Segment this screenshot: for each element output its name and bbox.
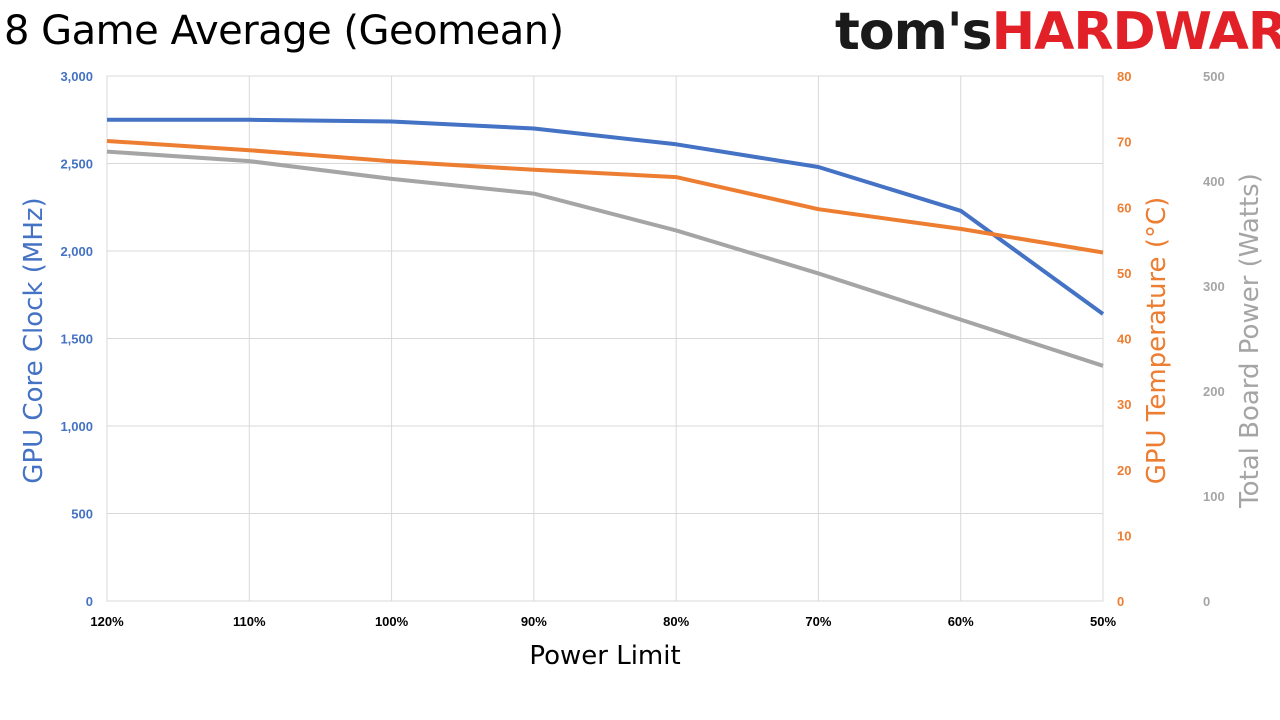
power-tick-label: 400	[1203, 174, 1225, 189]
temp-tick-label: 20	[1117, 463, 1131, 478]
temp-axis-title: GPU Temperature (°C)	[1142, 197, 1172, 485]
temp-tick-label: 40	[1117, 332, 1131, 347]
left-tick-label: 2,000	[60, 244, 93, 259]
axis-titles: Power Limit GPU Core Clock (MHz) GPU Tempe…	[19, 173, 1265, 671]
series-line-right2	[106, 149, 1104, 368]
temp-tick-label: 70	[1117, 135, 1131, 150]
power-axis-title: Total Board Power (Watts)	[1235, 173, 1265, 509]
logo-part-toms: tom's	[835, 2, 993, 62]
left-tick-label: 500	[71, 507, 93, 522]
left-axis-title: GPU Core Clock (MHz)	[19, 197, 49, 483]
temp-tick-label: 80	[1117, 69, 1131, 84]
left-tick-label: 0	[86, 594, 93, 609]
power-tick-label: 300	[1203, 279, 1225, 294]
temp-tick-label: 60	[1117, 200, 1131, 215]
series-line-right1	[106, 139, 1104, 255]
x-tick-label: 110%	[233, 614, 266, 629]
series-lines	[106, 117, 1105, 368]
power-tick-label: 200	[1203, 384, 1225, 399]
power-tick-label: 100	[1203, 489, 1225, 504]
left-tick-label: 1,500	[60, 332, 93, 347]
x-tick-label: 60%	[948, 614, 974, 629]
chart-title: 8 Game Average (Geomean)	[4, 8, 564, 54]
series-line-left	[107, 117, 1105, 316]
temp-tick-label: 0	[1117, 594, 1124, 609]
x-tick-label: 50%	[1090, 614, 1116, 629]
plot-area-border	[106, 75, 1104, 602]
x-tick-label: 120%	[90, 614, 124, 629]
x-tick-label: 100%	[375, 614, 409, 629]
left-tick-label: 1,000	[60, 419, 93, 434]
power-tick-label: 0	[1203, 594, 1210, 609]
temp-tick-label: 10	[1117, 528, 1131, 543]
tick-labels: 05001,0001,5002,0002,5003,00001020304050…	[60, 69, 1224, 629]
x-tick-label: 70%	[805, 614, 831, 629]
toms-hardware-logo: tom'sHARDWARE	[835, 2, 1280, 62]
x-axis-title: Power Limit	[529, 641, 680, 671]
temp-tick-label: 50	[1117, 266, 1131, 281]
x-tick-label: 90%	[521, 614, 547, 629]
power-tick-label: 500	[1203, 69, 1225, 84]
left-tick-label: 2,500	[60, 157, 93, 172]
logo-part-hardware: HARDWARE	[991, 2, 1280, 62]
x-tick-label: 80%	[663, 614, 689, 629]
temp-tick-label: 30	[1117, 397, 1131, 412]
left-tick-label: 3,000	[60, 69, 93, 84]
gridlines	[106, 75, 1104, 602]
